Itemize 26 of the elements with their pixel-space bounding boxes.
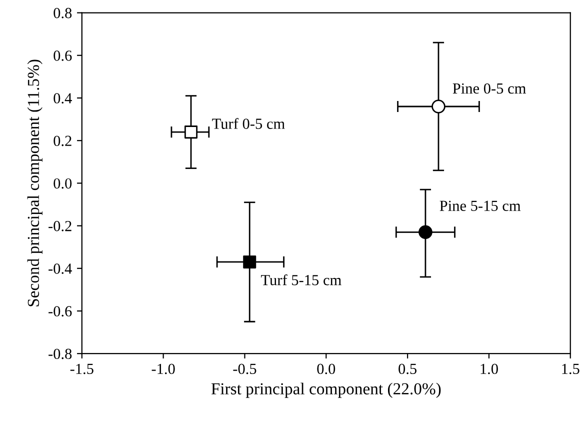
x-tick-label: 1.5 xyxy=(562,364,580,374)
x-tick-label: 1.0 xyxy=(480,364,498,374)
x-tick-label: -1.0 xyxy=(152,364,175,374)
x-tick-label: 0.0 xyxy=(317,364,336,374)
point xyxy=(432,100,446,114)
x-axis-title: First principal component (22.0%) xyxy=(211,382,441,398)
y-tick-label: 0.6 xyxy=(54,50,72,61)
y-tick-label: 0.0 xyxy=(54,178,72,189)
series-label: Turf 0-5 cm xyxy=(212,118,285,129)
y-tick-label: 0.2 xyxy=(54,136,72,146)
y-tick-label: -0.2 xyxy=(48,220,72,232)
y-axis-title: Second principal component (11.5%) xyxy=(27,60,42,306)
series-label: Pine 5-15 cm xyxy=(440,200,521,211)
y-tick-label: 0.4 xyxy=(54,93,72,104)
y-tick-label: -0.6 xyxy=(48,306,72,316)
y-tick-label: -0.4 xyxy=(48,264,72,274)
series-label: Turf 5-15 cm xyxy=(261,274,342,286)
point xyxy=(418,225,432,240)
x-tick-label: -1.5 xyxy=(70,364,94,374)
x-tick-label: 0.5 xyxy=(398,364,416,374)
series-label: Pine 0-5 cm xyxy=(452,83,526,94)
y-tick-label: 0.8 xyxy=(54,8,72,18)
y-tick-label: -0.8 xyxy=(48,348,72,360)
x-tick-label: -0.5 xyxy=(233,364,256,374)
point xyxy=(184,126,198,139)
point xyxy=(243,255,256,268)
